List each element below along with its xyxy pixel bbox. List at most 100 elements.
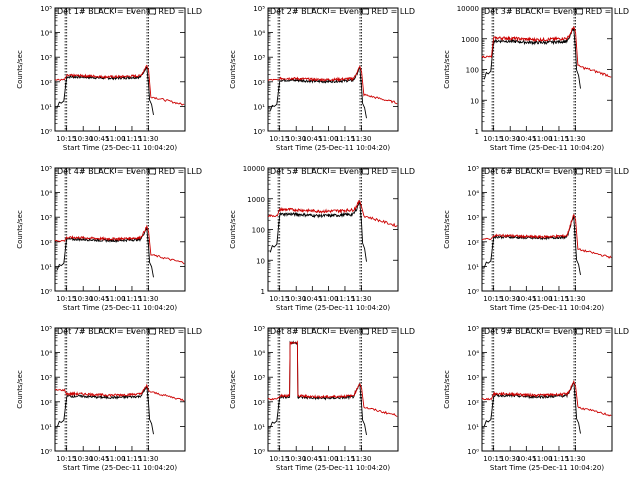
flag-marker bbox=[362, 328, 369, 335]
x-tick-label: 11:30 bbox=[351, 295, 371, 303]
plot-panel-2: Det 2# BLACK = Events, RED = LLD Counts/s… bbox=[229, 5, 415, 152]
y-tick-label: 10⁵ bbox=[40, 325, 52, 333]
x-axis-label: Start Time (25-Dec-11 10:04:20) bbox=[63, 144, 177, 152]
x-axis-label: Start Time (25-Dec-11 10:04:20) bbox=[490, 144, 604, 152]
y-tick-label: 10⁵ bbox=[253, 325, 265, 333]
y-tick-label: 10⁰ bbox=[40, 288, 52, 296]
x-tick-label: 11:30 bbox=[565, 135, 585, 143]
y-tick-label: 10³ bbox=[467, 214, 479, 222]
y-tick-label: 10² bbox=[253, 399, 265, 407]
y-tick-label: 10⁰ bbox=[253, 448, 265, 456]
series-line-black bbox=[269, 66, 367, 119]
plot-title: Det 1# BLACK = Events, RED = LLD bbox=[57, 7, 202, 16]
y-axis-label: Counts/sec bbox=[229, 210, 237, 249]
x-tick-label: 10:45 bbox=[516, 455, 536, 463]
x-axis-label: Start Time (25-Dec-11 10:04:20) bbox=[276, 144, 390, 152]
x-tick-label: 11:00 bbox=[532, 295, 552, 303]
y-tick-label: 10¹ bbox=[467, 263, 479, 271]
plot-title: Det 2# BLACK = Events, RED = LLD bbox=[270, 7, 415, 16]
y-tick-label: 1000 bbox=[247, 196, 265, 204]
x-tick-label: 11:30 bbox=[565, 295, 585, 303]
x-tick-label: 11:00 bbox=[318, 135, 338, 143]
x-tick-label: 10:15 bbox=[269, 455, 289, 463]
x-tick-label: 11:15 bbox=[122, 295, 142, 303]
y-tick-label: 10² bbox=[253, 79, 265, 87]
x-tick-label: 11:15 bbox=[335, 455, 355, 463]
plot-title: Det 7# BLACK = Events, RED = LLD bbox=[57, 327, 202, 336]
y-tick-label: 10⁰ bbox=[467, 448, 479, 456]
x-tick-label: 11:30 bbox=[138, 135, 158, 143]
x-axis-label: Start Time (25-Dec-11 10:04:20) bbox=[276, 464, 390, 472]
y-axis-label: Counts/sec bbox=[16, 210, 24, 249]
x-tick-label: 11:30 bbox=[351, 455, 371, 463]
x-axis-label: Start Time (25-Dec-11 10:04:20) bbox=[490, 304, 604, 312]
plot-frame bbox=[481, 167, 613, 292]
y-tick-label: 10⁵ bbox=[40, 165, 52, 173]
plot-frame bbox=[54, 327, 186, 452]
x-tick-label: 11:15 bbox=[335, 135, 355, 143]
y-axis-label: Counts/sec bbox=[443, 210, 451, 249]
x-tick-label: 10:45 bbox=[302, 135, 322, 143]
y-tick-label: 10000 bbox=[457, 5, 479, 13]
y-axis-label: Counts/sec bbox=[229, 50, 237, 89]
y-tick-label: 10 bbox=[256, 257, 265, 265]
y-tick-label: 10³ bbox=[467, 374, 479, 382]
series-line-black bbox=[483, 216, 581, 275]
x-tick-label: 10:15 bbox=[483, 135, 503, 143]
y-tick-label: 10⁰ bbox=[40, 448, 52, 456]
y-tick-label: 10² bbox=[40, 79, 52, 87]
x-tick-label: 10:30 bbox=[73, 455, 93, 463]
plot-panel-5: Det 5# BLACK = Events, RED = LLD Counts/s… bbox=[229, 165, 415, 312]
plot-title: Det 5# BLACK = Events, RED = LLD bbox=[270, 167, 415, 176]
y-tick-label: 10³ bbox=[253, 54, 265, 62]
series-line-black bbox=[483, 381, 581, 434]
plot-title: Det 8# BLACK = Events, RED = LLD bbox=[270, 327, 415, 336]
y-tick-label: 10¹ bbox=[253, 423, 265, 431]
x-tick-label: 11:00 bbox=[318, 295, 338, 303]
y-axis-label: Counts/sec bbox=[443, 370, 451, 409]
flag-marker bbox=[149, 168, 156, 175]
plot-panel-8: Det 8# BLACK = Events, RED = LLD Counts/s… bbox=[229, 325, 415, 472]
x-tick-label: 10:15 bbox=[483, 295, 503, 303]
y-tick-label: 10⁰ bbox=[467, 288, 479, 296]
series-line-red bbox=[481, 26, 612, 78]
plot-title: Det 3# BLACK = Events, RED = LLD bbox=[484, 7, 629, 16]
y-tick-label: 10¹ bbox=[40, 423, 52, 431]
x-tick-label: 10:15 bbox=[56, 295, 76, 303]
y-tick-label: 10 bbox=[470, 97, 479, 105]
x-tick-label: 11:30 bbox=[138, 455, 158, 463]
plot-panel-4: Det 4# BLACK = Events, RED = LLD Counts/s… bbox=[16, 165, 202, 312]
y-tick-label: 10⁵ bbox=[253, 5, 265, 13]
series-line-red bbox=[481, 380, 612, 417]
x-tick-label: 11:00 bbox=[105, 135, 125, 143]
x-tick-label: 11:00 bbox=[105, 295, 125, 303]
plot-panel-7: Det 7# BLACK = Events, RED = LLD Counts/s… bbox=[16, 325, 202, 472]
x-tick-label: 10:45 bbox=[302, 295, 322, 303]
y-tick-label: 10⁴ bbox=[253, 30, 265, 38]
y-tick-label: 1 bbox=[475, 128, 479, 136]
y-tick-label: 100 bbox=[252, 227, 265, 235]
y-tick-label: 10⁴ bbox=[467, 350, 479, 358]
x-tick-label: 10:15 bbox=[269, 135, 289, 143]
plot-title: Det 6# BLACK = Events, RED = LLD bbox=[484, 167, 629, 176]
x-tick-label: 11:15 bbox=[122, 135, 142, 143]
series-line-black bbox=[483, 27, 581, 89]
plot-frame bbox=[481, 7, 613, 132]
y-tick-label: 10¹ bbox=[467, 423, 479, 431]
plot-title: Det 4# BLACK = Events, RED = LLD bbox=[57, 167, 202, 176]
x-tick-label: 10:15 bbox=[56, 135, 76, 143]
x-tick-label: 10:30 bbox=[500, 295, 520, 303]
y-axis-label: Counts/sec bbox=[443, 50, 451, 89]
x-tick-label: 10:15 bbox=[483, 455, 503, 463]
x-tick-label: 11:15 bbox=[122, 455, 142, 463]
y-tick-label: 10⁵ bbox=[467, 165, 479, 173]
x-tick-label: 10:45 bbox=[89, 295, 109, 303]
flag-marker bbox=[362, 8, 369, 15]
y-tick-label: 10² bbox=[40, 239, 52, 247]
y-tick-label: 10³ bbox=[40, 374, 52, 382]
x-tick-label: 11:15 bbox=[549, 295, 569, 303]
x-tick-label: 11:30 bbox=[565, 455, 585, 463]
x-axis-label: Start Time (25-Dec-11 10:04:20) bbox=[63, 464, 177, 472]
y-tick-label: 10⁴ bbox=[40, 190, 52, 198]
